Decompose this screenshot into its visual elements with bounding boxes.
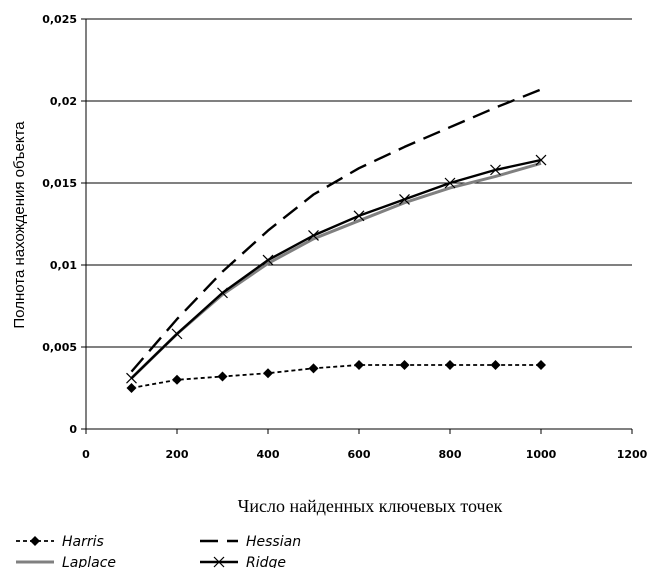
point-ridge: [126, 372, 137, 384]
y-axis-label: Полнота нахождения объекта: [11, 121, 28, 329]
x-tick-label: 1000: [526, 448, 557, 461]
point-ridge: [171, 328, 183, 340]
point-harris: [354, 360, 364, 371]
legend-marker-ridge: [213, 556, 225, 568]
legend-item-harris: Harris: [16, 534, 104, 550]
point-harris: [536, 360, 546, 371]
x-tick-label: 0: [82, 448, 90, 461]
y-tick-label: 0,02: [50, 95, 77, 108]
legend-item-laplace: Laplace: [16, 555, 116, 568]
series-line-harris: [131, 364, 541, 389]
point-ridge: [535, 154, 547, 166]
y-tick-label: 0,015: [42, 177, 77, 190]
series-lines: [126, 88, 547, 393]
series-line-hessian: [130, 88, 542, 373]
x-tick-label: 600: [348, 448, 371, 461]
legend-item-hessian: Hessian: [200, 534, 301, 550]
y-tick-label: 0,01: [50, 259, 77, 272]
legend: Harris Hessian Laplace Ridge: [16, 534, 301, 568]
point-harris: [490, 360, 501, 371]
point-ridge: [308, 230, 319, 241]
point-harris: [172, 374, 182, 385]
legend-marker-harris: [30, 536, 40, 546]
point-harris: [399, 360, 410, 371]
x-tick-label: 800: [439, 448, 462, 461]
legend-label-laplace: Laplace: [62, 555, 116, 568]
point-ridge: [262, 254, 274, 266]
point-harris: [308, 363, 319, 374]
point-ridge: [444, 177, 456, 189]
grid-lines: [86, 18, 632, 348]
legend-item-ridge: Ridge: [200, 555, 286, 568]
series-line-ridge: [130, 158, 542, 380]
legend-label-harris: Harris: [62, 534, 104, 550]
point-ridge: [490, 164, 501, 176]
x-tick-label: 1200: [617, 448, 648, 461]
x-tick-label: 400: [257, 448, 280, 461]
x-axis-label: Число найденных ключевых точек: [238, 496, 503, 516]
point-harris: [217, 371, 228, 382]
point-harris: [126, 383, 137, 393]
y-tick-label: 0: [69, 423, 77, 436]
point-harris: [263, 368, 273, 379]
legend-label-ridge: Ridge: [246, 555, 286, 568]
y-tick-label: 0,025: [42, 13, 77, 26]
legend-label-hessian: Hessian: [246, 534, 301, 550]
x-tick-label: 200: [166, 448, 189, 461]
y-tick-label: 0,005: [42, 341, 77, 354]
point-ridge: [399, 193, 410, 205]
series-line-laplace: [130, 161, 542, 380]
point-harris: [445, 360, 455, 371]
axes: [81, 18, 633, 434]
tick-labels: 0 0,005 0,01 0,015 0,02 0,025 0 200 400 600 800 100…: [42, 13, 647, 461]
point-ridge: [217, 287, 228, 299]
point-ridge: [353, 210, 365, 222]
